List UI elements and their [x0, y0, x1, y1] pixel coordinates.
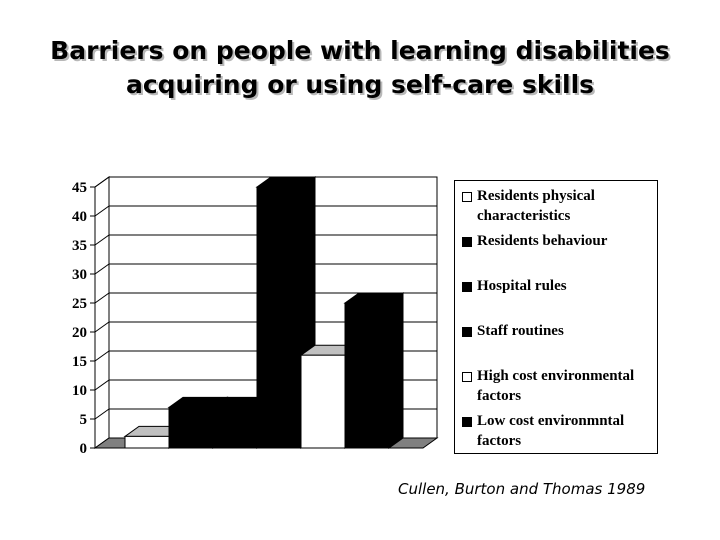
gridline-side	[94, 205, 110, 217]
y-tick-label: 45	[72, 180, 87, 196]
y-axis: 0 5 10 15 20 25 30 35 40 45	[72, 180, 96, 457]
bar-front	[124, 435, 170, 449]
y-tick-label: 15	[72, 354, 87, 370]
gridline-side	[94, 263, 110, 275]
y-tick-label: 25	[72, 296, 87, 312]
legend-swatch	[462, 417, 472, 427]
legend-item: Hospital rules	[462, 276, 655, 321]
legend-swatch	[462, 327, 472, 337]
legend-swatch	[462, 282, 472, 292]
gridline-side	[94, 408, 110, 420]
bar-front	[168, 406, 214, 449]
side-wall	[94, 176, 110, 449]
bar-front	[212, 406, 258, 449]
y-tick-label: 35	[72, 238, 87, 254]
bar-front	[344, 302, 390, 449]
bar-side	[388, 292, 404, 449]
y-tick-label: 40	[72, 209, 87, 225]
legend-swatch	[462, 237, 472, 247]
y-tick-label: 30	[72, 267, 87, 283]
gridline-side	[94, 176, 110, 188]
legend-label: High cost environmental factors	[477, 368, 635, 404]
title-line-2: acquiring or using self-care skills	[125, 70, 595, 99]
y-tick-label: 0	[80, 441, 88, 457]
legend-swatch	[462, 192, 472, 202]
legend-label: Residents behaviour	[477, 233, 608, 249]
gridline-side	[94, 350, 110, 362]
y-tick-label: 20	[72, 325, 87, 341]
legend-label: Staff routines	[477, 323, 564, 339]
legend-label: Residents physical characteristics	[477, 188, 595, 224]
y-tick-label: 10	[72, 383, 87, 399]
chart-legend: Residents physical characteristics Reside…	[454, 180, 658, 454]
y-tick-label: 5	[80, 412, 88, 428]
bar-front	[256, 186, 302, 449]
legend-item: Residents behaviour	[462, 231, 655, 276]
legend-swatch	[462, 372, 472, 382]
gridline-side	[94, 292, 110, 304]
legend-item: High cost environmental factors	[462, 366, 655, 411]
citation: Cullen, Burton and Thomas 1989	[398, 480, 646, 498]
title-line-1: Barriers on people with learning disabil…	[50, 36, 670, 65]
legend-item: Residents physical characteristics	[462, 186, 655, 231]
page-title: Barriers on people with learning disabil…	[20, 34, 700, 102]
gridline-side	[94, 379, 110, 391]
gridline-side	[94, 234, 110, 246]
legend-label: Hospital rules	[477, 278, 567, 294]
legend-label: Low cost environmntal factors	[477, 413, 625, 449]
legend-item: Low cost environmntal factors	[462, 411, 655, 456]
bar	[343, 292, 405, 449]
gridline-side	[94, 321, 110, 333]
bar-front	[300, 354, 346, 449]
legend-item: Staff routines	[462, 321, 655, 366]
chart-bars	[123, 176, 405, 449]
